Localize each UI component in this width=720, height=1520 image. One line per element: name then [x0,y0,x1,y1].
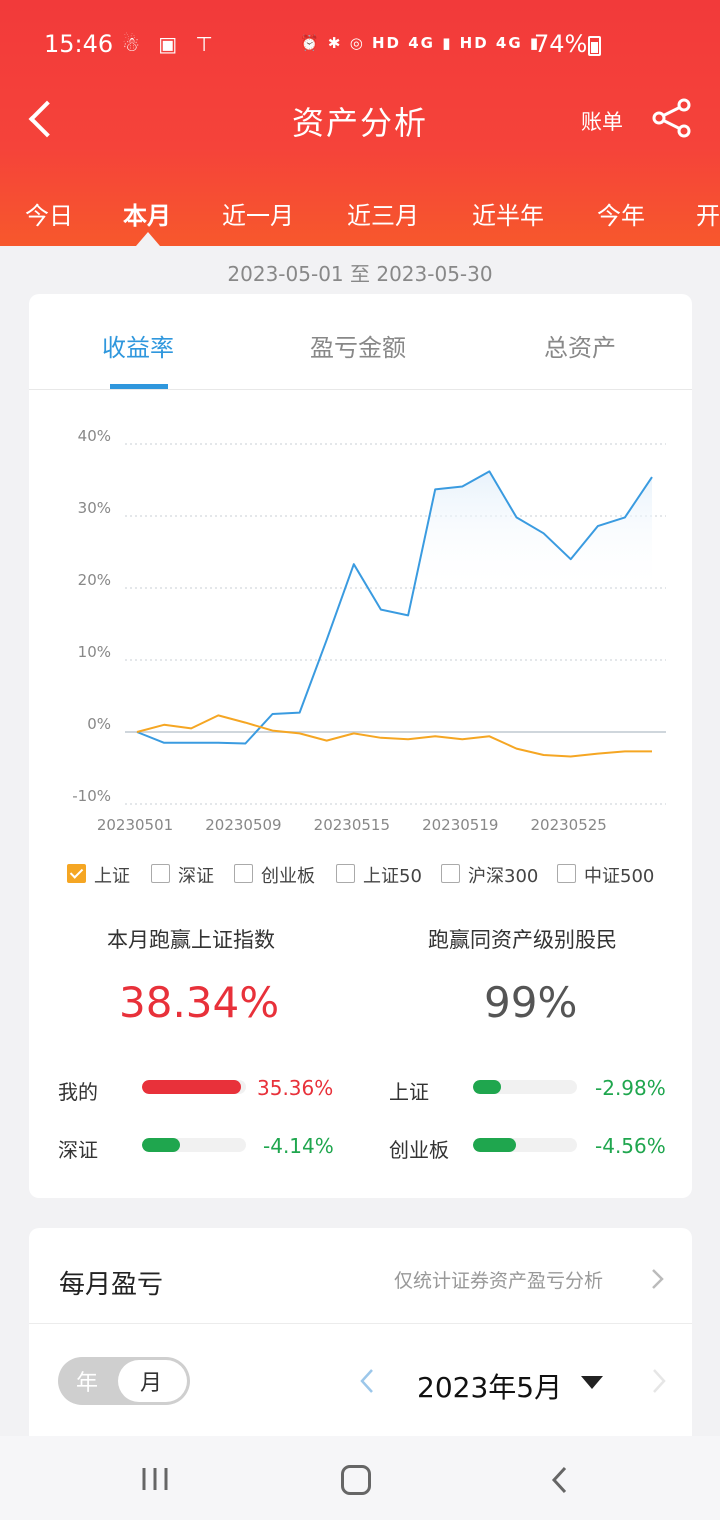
notification-icons: ☃ ▣ ⊤ [122,32,219,56]
y-tick-label: -10% [72,787,111,805]
tab-today[interactable]: 今日 [25,202,73,230]
return-rate-chart: 40% 30% 20% 10% 0% -10% 20230501 20230509 202305… [72,427,666,834]
tab-return-rate[interactable]: 收益率 [102,334,174,362]
beat-peers-label: 跑赢同资产级别股民 [428,928,617,952]
app-header: 15:46 ☃ ▣ ⊤ ⏰ ✱ ◎ HD 4G ▮ HD 4G ▮ 74% 资产… [0,0,720,246]
share-icon[interactable] [650,96,694,140]
x-tick-label: 20230501 [97,816,173,834]
selected-month[interactable]: 2023年5月 [417,1371,563,1404]
beat-peers-value: 99% [484,978,578,1027]
compare-mine-value: 35.36% [257,1076,334,1100]
analysis-card: 收益率 盈亏金额 总资产 40% 30% 20% 10% 0% -10% 20230501 2… [29,294,692,1198]
compare-shanghai-bar [473,1080,577,1094]
compare-shenzhen-bar [142,1138,246,1152]
x-tick-label: 20230519 [422,816,498,834]
date-range: 2023-05-01 至 2023-05-30 [227,262,493,286]
compare-mine-label: 我的 [58,1080,98,1104]
series-line-shanghai [136,714,652,758]
tab-profit-amount[interactable]: 盈亏金额 [310,334,406,362]
divider [29,1323,692,1324]
tab-last-month[interactable]: 近一月 [222,202,294,230]
system-status-icons: ⏰ ✱ ◎ HD 4G ▮ HD 4G ▮ [300,34,541,52]
y-tick-label: 30% [78,499,111,517]
monthly-pnl-card: 每月盈亏 仅统计证券资产盈亏分析 年 月 2023年5月 [29,1228,692,1448]
tab-total-assets[interactable]: 总资产 [544,334,616,362]
checkbox-icon [441,864,460,883]
series-line-mine [136,470,653,745]
compare-shenzhen-label: 深证 [58,1138,98,1162]
status-time: 15:46 [44,30,114,58]
divider [29,389,692,390]
y-tick-label: 20% [78,571,111,589]
x-tick-label: 20230515 [314,816,390,834]
compare-shanghai-value: -2.98% [595,1076,666,1100]
back-icon[interactable] [545,1464,575,1496]
period-tabs: 今日 本月 近一月 近三月 近半年 今年 开 [0,178,720,246]
chevron-left-icon[interactable] [353,1364,383,1398]
tab-this-year[interactable]: 今年 [597,202,645,230]
toggle-month[interactable]: 月 [140,1371,163,1396]
checkbox-icon [67,864,86,883]
battery-icon [588,36,601,56]
navigation-bar: 资产分析 账单 [0,90,720,150]
compare-chinext-label: 创业板 [389,1138,449,1162]
recent-apps-icon[interactable] [140,1466,170,1492]
y-tick-label: 0% [87,715,111,733]
chevron-right-icon[interactable] [647,1266,667,1292]
tab-last-three-months[interactable]: 近三月 [347,202,419,230]
x-tick-label: 20230509 [205,816,281,834]
battery-percent: 74% [534,30,588,58]
y-tick-label: 40% [78,427,111,445]
chart-tab-underline [110,384,168,389]
checkbox-icon [557,864,576,883]
checkbox-icon [151,864,170,883]
page-title: 资产分析 [291,104,428,142]
status-bar: 15:46 ☃ ▣ ⊤ ⏰ ✱ ◎ HD 4G ▮ HD 4G ▮ 74% [0,0,720,90]
tab-this-month[interactable]: 本月 [123,202,171,230]
x-tick-label: 20230525 [531,816,607,834]
monthly-note-link[interactable]: 仅统计证券资产盈亏分析 [394,1270,604,1292]
bill-button[interactable]: 账单 [581,110,623,134]
series-area-mine [137,471,652,744]
checkbox-icon [234,864,253,883]
chart-legend: 上证 深证 创业板 上证50 沪深300 中证500 [29,862,692,892]
system-navigation-bar [0,1436,720,1520]
active-tab-indicator [136,232,160,246]
monthly-title: 每月盈亏 [59,1270,164,1300]
beat-index-value: 38.34% [119,978,280,1027]
checkbox-icon [336,864,355,883]
tab-since-open[interactable]: 开 [696,202,720,230]
home-icon[interactable] [341,1465,371,1495]
compare-shanghai-label: 上证 [389,1080,429,1104]
compare-chinext-bar [473,1138,577,1152]
year-month-toggle[interactable]: 年 月 [58,1357,190,1405]
compare-shenzhen-value: -4.14% [263,1134,334,1158]
beat-index-label: 本月跑赢上证指数 [107,928,275,952]
tab-last-half-year[interactable]: 近半年 [472,202,544,230]
chevron-right-icon[interactable] [643,1364,673,1398]
compare-mine-bar [142,1080,246,1094]
y-tick-label: 10% [78,643,111,661]
compare-chinext-value: -4.56% [595,1134,666,1158]
dropdown-triangle-icon[interactable] [581,1376,603,1389]
toggle-year[interactable]: 年 [76,1371,99,1396]
